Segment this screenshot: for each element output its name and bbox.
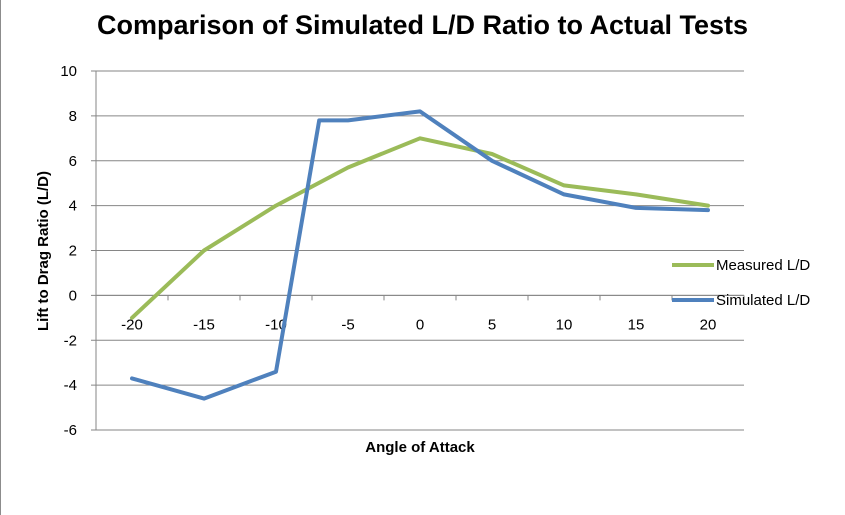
x-tick-label: -20 [121, 316, 143, 333]
x-tick-label: 5 [488, 316, 496, 333]
chart-title: Comparison of Simulated L/D Ratio to Act… [96, 10, 749, 40]
y-tick-label: -4 [64, 377, 77, 394]
y-tick-label: 10 [60, 63, 77, 80]
x-axis-title: Angle of Attack [365, 439, 475, 456]
x-tick-label: 10 [556, 316, 573, 333]
series-line-2 [130, 109, 710, 401]
y-tick-label: 2 [69, 243, 77, 260]
y-tick-label: 4 [69, 198, 77, 215]
x-tick-label: 0 [416, 316, 424, 333]
series-lines [130, 109, 710, 401]
x-axis: -20 -15 -10 -5 0 5 10 15 20 [95, 294, 745, 333]
y-tick-label: 0 [69, 287, 77, 304]
x-tick-label: -5 [341, 316, 354, 333]
y-axis-title: Lift to Drag Ratio (L/D) [35, 171, 52, 331]
series-line-1 [130, 136, 710, 320]
y-tick-label: -6 [64, 422, 77, 439]
x-tick-label: 15 [628, 316, 645, 333]
gridlines [91, 70, 744, 431]
y-tick-label: -2 [64, 332, 77, 349]
x-tick-label: -15 [193, 316, 215, 333]
x-tick-label: 20 [700, 316, 717, 333]
legend-label: Simulated L/D [716, 292, 810, 309]
legend-label: Measured L/D [716, 257, 810, 274]
y-tick-label: 6 [69, 153, 77, 170]
frame-border [0, 0, 1, 515]
y-tick-label: 8 [69, 108, 77, 125]
legend: Measured L/D Simulated L/D [672, 257, 810, 309]
y-tick-labels: -6 -4 -2 0 2 4 6 8 10 [60, 63, 77, 439]
